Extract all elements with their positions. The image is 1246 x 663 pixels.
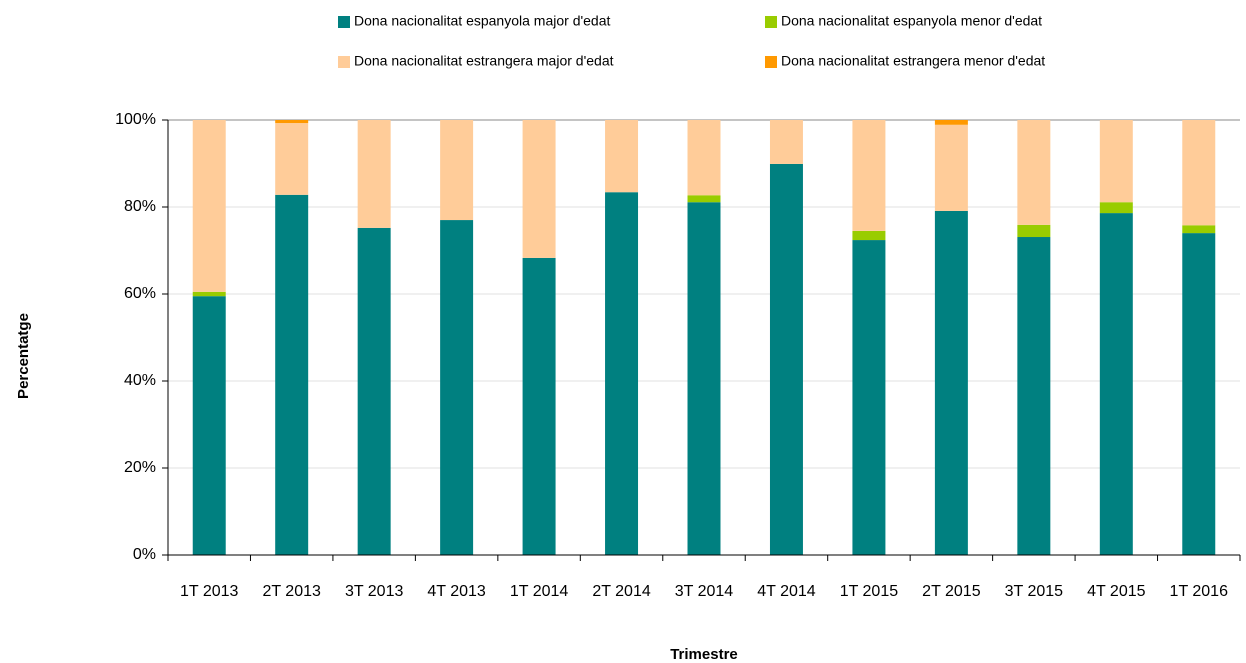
legend-label: Dona nacionalitat espanyola menor d'edat bbox=[781, 13, 1042, 29]
bar-segment bbox=[769, 163, 803, 555]
y-tick-label: 20% bbox=[124, 459, 156, 476]
bar-segment bbox=[934, 124, 968, 211]
bar-segment bbox=[934, 120, 968, 125]
x-tick-label: 3T 2015 bbox=[1005, 583, 1064, 600]
bar-segment bbox=[357, 227, 391, 555]
x-tick-label: 3T 2014 bbox=[675, 583, 734, 600]
bar-segment bbox=[1099, 202, 1133, 214]
x-tick-label: 1T 2014 bbox=[510, 583, 569, 600]
bar-segment bbox=[1017, 237, 1051, 555]
bar-segment bbox=[1182, 120, 1216, 226]
bar-segment bbox=[687, 120, 721, 196]
legend-swatch bbox=[765, 56, 777, 68]
bar-segment bbox=[522, 120, 556, 258]
legend-label: Dona nacionalitat espanyola major d'edat bbox=[354, 13, 611, 29]
bar-segment bbox=[357, 120, 391, 228]
bar-segment bbox=[275, 123, 309, 195]
bar-segment bbox=[769, 120, 803, 164]
bar-segment bbox=[1182, 233, 1216, 555]
x-tick-label: 4T 2015 bbox=[1087, 583, 1146, 600]
x-tick-label: 2T 2014 bbox=[592, 583, 651, 600]
x-tick-label: 4T 2013 bbox=[427, 583, 486, 600]
y-tick-label: 0% bbox=[133, 546, 156, 563]
y-tick-label: 40% bbox=[124, 372, 156, 389]
bar-segment bbox=[687, 202, 721, 555]
y-tick-label: 100% bbox=[115, 111, 156, 128]
x-axis-title: Trimestre bbox=[670, 646, 738, 663]
x-tick-label: 1T 2016 bbox=[1170, 583, 1229, 600]
bar-segment bbox=[605, 120, 639, 193]
bar-segment bbox=[192, 291, 226, 297]
x-tick-label: 4T 2014 bbox=[757, 583, 816, 600]
bar-segment bbox=[1099, 213, 1133, 555]
x-tick-label: 3T 2013 bbox=[345, 583, 404, 600]
bar-segment bbox=[192, 120, 226, 292]
legend-swatch bbox=[338, 16, 350, 28]
bar-segment bbox=[605, 192, 639, 555]
legend-label: Dona nacionalitat estrangera menor d'eda… bbox=[781, 53, 1045, 69]
x-tick-label: 1T 2013 bbox=[180, 583, 239, 600]
x-tick-label: 2T 2015 bbox=[922, 583, 981, 600]
bar-segment bbox=[852, 240, 886, 555]
bar-segment bbox=[522, 257, 556, 555]
legend-swatch bbox=[338, 56, 350, 68]
x-tick-label: 2T 2013 bbox=[262, 583, 321, 600]
legend-swatch bbox=[765, 16, 777, 28]
bar-segment bbox=[192, 296, 226, 555]
x-tick-label: 1T 2015 bbox=[840, 583, 899, 600]
bar-segment bbox=[1099, 120, 1133, 203]
y-tick-label: 60% bbox=[124, 285, 156, 302]
bar-segment bbox=[440, 220, 474, 556]
legend-label: Dona nacionalitat estrangera major d'eda… bbox=[354, 53, 614, 69]
bar-segment bbox=[852, 230, 886, 241]
bar-segment bbox=[687, 195, 721, 203]
bar-segment bbox=[1182, 225, 1216, 234]
y-axis-title: Percentatge bbox=[15, 313, 32, 399]
bar-segment bbox=[1017, 120, 1051, 225]
bar-segment bbox=[440, 120, 474, 221]
bar-segment bbox=[275, 194, 309, 555]
bar-segment bbox=[1017, 224, 1051, 238]
bar-segment bbox=[852, 120, 886, 231]
bar-segment bbox=[275, 120, 309, 124]
y-tick-label: 80% bbox=[124, 198, 156, 215]
bar-segment bbox=[934, 210, 968, 556]
